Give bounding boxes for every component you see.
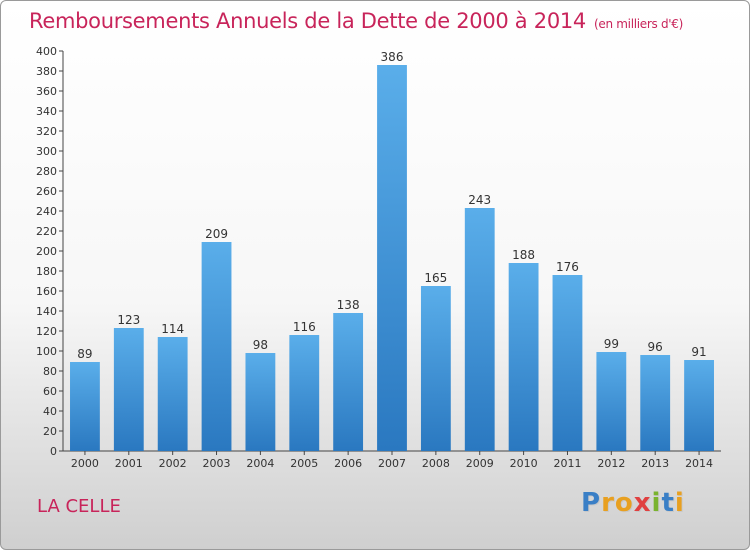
bar-value-label: 99 [604,337,619,351]
bar-2009 [464,208,495,451]
y-tick-label: 200 [36,245,57,258]
y-tick-label: 0 [50,445,57,458]
chart-subtitle: (en milliers d'€) [594,17,684,31]
bar-value-label: 176 [556,260,579,274]
bar-2001 [113,328,144,451]
y-tick-label: 80 [43,365,57,378]
x-tick-label: 2007 [378,457,406,470]
x-tick-label: 2006 [334,457,362,470]
bar-value-label: 138 [337,298,360,312]
x-tick-label: 2009 [466,457,494,470]
bar-2008 [420,286,451,451]
bar-2007 [377,65,407,451]
bar-2013 [640,355,671,451]
bar-2014 [684,360,714,451]
x-tick-label: 2004 [246,457,274,470]
bar-2011 [552,275,583,451]
x-tick-label: 2014 [685,457,713,470]
x-tick-label: 2001 [115,457,143,470]
bar-2004 [245,353,276,451]
x-tick-label: 2011 [553,457,581,470]
bar-value-label: 188 [512,248,535,262]
y-tick-label: 280 [36,165,57,178]
x-tick-label: 2008 [422,457,450,470]
y-tick-label: 360 [36,85,57,98]
bar-2000 [70,362,100,451]
bar-value-label: 386 [381,50,404,64]
chart-title-text: Remboursements Annuels de la Dette de 20… [29,9,586,33]
y-tick-label: 320 [36,125,57,138]
x-tick-label: 2012 [597,457,625,470]
bar-value-label: 209 [205,227,228,241]
bar-2010 [508,263,539,451]
bar-value-label: 96 [648,340,663,354]
y-tick-label: 240 [36,205,57,218]
bar-value-label: 123 [117,313,140,327]
bar-2002 [157,337,188,451]
town-name: LA CELLE [37,496,121,517]
x-tick-label: 2000 [71,457,99,470]
y-tick-label: 380 [36,65,57,78]
y-tick-label: 60 [43,385,57,398]
x-tick-label: 2002 [159,457,187,470]
bar-value-label: 89 [77,347,92,361]
bar-value-label: 98 [253,338,268,352]
y-tick-label: 20 [43,425,57,438]
bar-2005 [289,335,320,451]
y-tick-label: 220 [36,225,57,238]
proxiti-logo: Proxiti [581,488,685,518]
y-tick-label: 100 [36,345,57,358]
y-tick-label: 300 [36,145,57,158]
bar-value-label: 243 [468,193,491,207]
y-tick-label: 120 [36,325,57,338]
chart-title: Remboursements Annuels de la Dette de 20… [29,9,683,33]
y-tick-label: 260 [36,185,57,198]
y-tick-label: 40 [43,405,57,418]
y-tick-label: 140 [36,305,57,318]
x-tick-label: 2010 [510,457,538,470]
bar-2006 [333,313,364,451]
y-tick-label: 160 [36,285,57,298]
x-tick-label: 2013 [641,457,669,470]
bar-value-label: 165 [424,271,447,285]
bar-2012 [596,352,627,451]
bar-value-label: 114 [161,322,184,336]
x-tick-label: 2003 [203,457,231,470]
x-tick-label: 2005 [290,457,318,470]
bar-value-label: 91 [691,345,706,359]
y-tick-label: 400 [36,45,57,58]
y-tick-label: 340 [36,105,57,118]
bar-value-label: 116 [293,320,316,334]
bar-2003 [201,242,232,451]
y-tick-label: 180 [36,265,57,278]
